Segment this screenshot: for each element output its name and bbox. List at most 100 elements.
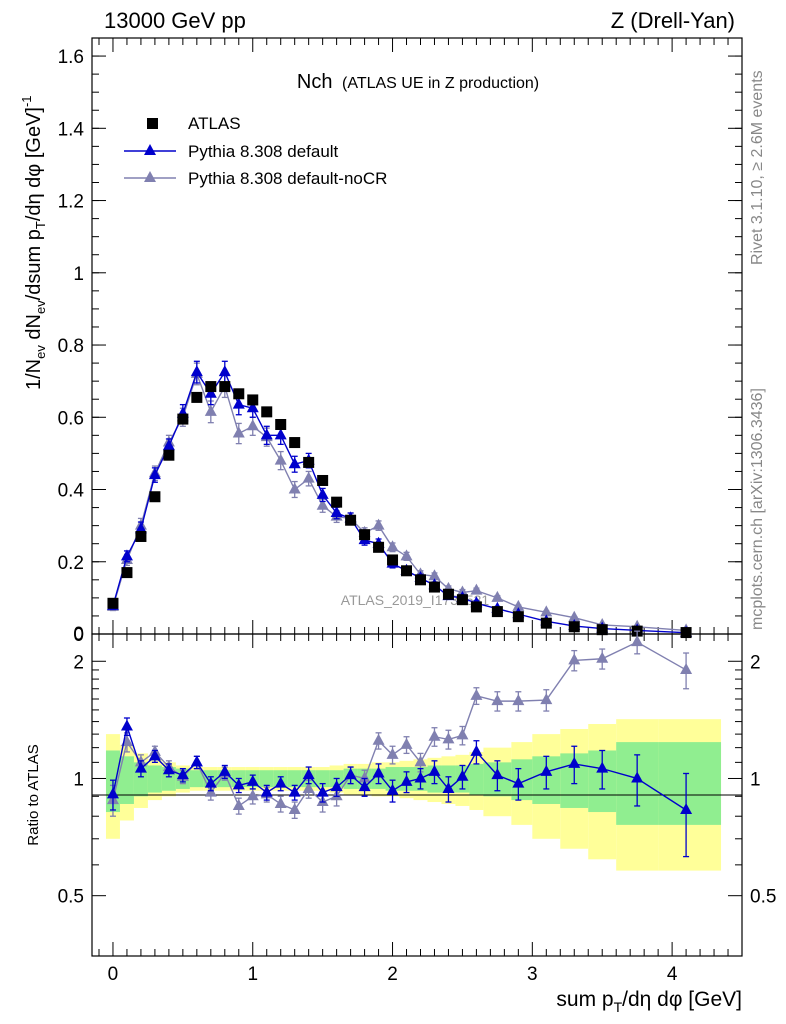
main-marker-atlas bbox=[233, 388, 245, 400]
ratio-y-tick-label-right: 2 bbox=[750, 652, 761, 673]
main-marker-default bbox=[330, 505, 343, 517]
plot-title-sub: (ATLAS UE in Z production) bbox=[342, 75, 539, 92]
main-y-tick-label: 1.4 bbox=[58, 119, 85, 140]
ratio-marker-default bbox=[386, 783, 399, 795]
main-marker-atlas bbox=[303, 456, 315, 468]
ratio-marker-default bbox=[414, 771, 427, 783]
ratio-marker-nocr bbox=[274, 796, 287, 808]
main-marker-atlas bbox=[401, 565, 413, 577]
ratio-marker-nocr bbox=[596, 651, 609, 663]
ratio-marker-nocr bbox=[358, 771, 371, 783]
main-marker-atlas bbox=[107, 597, 119, 609]
main-marker-default bbox=[246, 401, 259, 413]
x-tick-label: 3 bbox=[527, 964, 538, 985]
ratio-y-axis-label: Ratio to ATLAS bbox=[25, 744, 42, 845]
band-inner-segment bbox=[119, 756, 134, 804]
main-marker-nocr bbox=[232, 426, 245, 438]
main-marker-atlas bbox=[568, 621, 580, 633]
main-marker-default bbox=[260, 428, 273, 440]
ratio-marker-nocr bbox=[372, 733, 385, 745]
ratio-marker-default bbox=[176, 768, 189, 780]
main-marker-nocr bbox=[288, 482, 301, 494]
ratio-marker-nocr bbox=[491, 694, 504, 706]
ratio-marker-default bbox=[358, 780, 371, 792]
main-marker-atlas bbox=[247, 394, 259, 406]
ratio-marker-default bbox=[120, 719, 133, 731]
main-marker-default bbox=[288, 457, 301, 469]
ratio-marker-default bbox=[302, 768, 315, 780]
main-marker-atlas bbox=[442, 588, 454, 600]
ratio-marker-default bbox=[232, 778, 245, 790]
ratio-marker-default bbox=[106, 787, 119, 799]
ratio-marker-nocr bbox=[232, 798, 245, 810]
main-marker-atlas bbox=[177, 413, 189, 425]
legend-marker-default bbox=[144, 144, 156, 155]
ratio-marker-nocr bbox=[680, 662, 693, 674]
main-y-zero-label: 0 bbox=[73, 624, 84, 645]
ratio-series bbox=[106, 630, 693, 858]
main-marker-atlas bbox=[219, 381, 231, 393]
ratio-marker-default bbox=[428, 764, 441, 776]
ratio-marker-nocr bbox=[470, 688, 483, 700]
ratio-marker-nocr bbox=[631, 635, 644, 647]
ratio-marker-default bbox=[134, 761, 147, 773]
main-marker-atlas bbox=[149, 491, 161, 503]
legend: ATLAS Pythia 8.308 default Pythia 8.308 … bbox=[124, 114, 387, 188]
main-marker-nocr bbox=[316, 498, 329, 510]
ratio-y-tick-label-right: 0.5 bbox=[750, 887, 776, 908]
x-tick-label: 4 bbox=[667, 964, 678, 985]
main-marker-default bbox=[204, 386, 217, 398]
ratio-marker-default bbox=[631, 771, 644, 783]
ratio-marker-default bbox=[288, 785, 301, 797]
ratio-marker-default bbox=[568, 756, 581, 768]
main-marker-nocr bbox=[302, 471, 315, 483]
ratio-marker-default bbox=[470, 744, 483, 756]
main-marker-nocr bbox=[204, 404, 217, 416]
ratio-marker-default bbox=[344, 768, 357, 780]
main-marker-default bbox=[120, 549, 133, 561]
main-marker-atlas bbox=[345, 514, 357, 526]
main-y-tick-label: 0.4 bbox=[58, 481, 85, 502]
main-line-nocr bbox=[112, 371, 687, 632]
ratio-marker-default bbox=[316, 785, 329, 797]
ratio-marker-default bbox=[372, 766, 385, 778]
main-marker-nocr bbox=[400, 549, 413, 561]
ratio-line-default bbox=[112, 723, 687, 811]
band-inner-segment bbox=[385, 767, 400, 791]
legend-label-default: Pythia 8.308 default bbox=[188, 142, 339, 161]
band-inner-segment bbox=[189, 770, 204, 788]
main-y-tick-label: 1 bbox=[73, 264, 84, 285]
main-marker-nocr bbox=[470, 583, 483, 595]
plot-title-main: Nch bbox=[297, 71, 333, 93]
main-marker-nocr bbox=[372, 518, 385, 530]
ratio-marker-default bbox=[456, 769, 469, 781]
legend-marker-nocr bbox=[144, 171, 156, 182]
main-y-tick-label: 0.2 bbox=[58, 553, 84, 574]
main-marker-default bbox=[162, 439, 175, 451]
main-marker-atlas bbox=[512, 611, 524, 623]
ratio-marker-default bbox=[274, 776, 287, 788]
x-tick-label: 0 bbox=[108, 964, 119, 985]
legend-label-nocr: Pythia 8.308 default-noCR bbox=[188, 169, 387, 188]
main-y-tick-label: 1.6 bbox=[58, 47, 84, 68]
main-marker-nocr bbox=[246, 419, 259, 431]
main-line-default bbox=[112, 370, 687, 634]
main-marker-atlas bbox=[121, 567, 133, 579]
ratio-marker-default bbox=[442, 781, 455, 793]
main-marker-atlas bbox=[289, 437, 301, 449]
ratio-marker-default bbox=[162, 763, 175, 775]
main-y-axis-label: 1/Nev dNev/dsum pT/dη dφ [GeV]-1 bbox=[19, 95, 48, 390]
main-marker-default bbox=[148, 468, 161, 480]
main-marker-atlas bbox=[261, 406, 273, 418]
main-marker-nocr bbox=[428, 569, 441, 581]
main-marker-atlas bbox=[491, 606, 503, 618]
x-axis-label: sum pT/dη dφ [GeV] bbox=[556, 988, 742, 1015]
main-marker-atlas bbox=[596, 624, 608, 636]
main-marker-atlas bbox=[470, 601, 482, 613]
main-marker-atlas bbox=[191, 391, 203, 403]
main-marker-default bbox=[316, 487, 329, 499]
band-inner-segment bbox=[287, 770, 302, 788]
ratio-marker-default bbox=[540, 764, 553, 776]
main-marker-nocr bbox=[386, 540, 399, 552]
ratio-marker-default bbox=[491, 768, 504, 780]
